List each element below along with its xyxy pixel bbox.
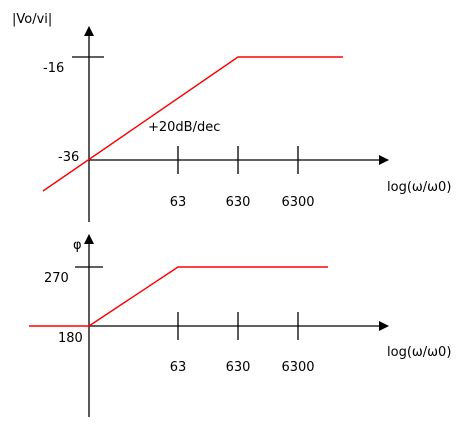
phase-xlabel: log(ω/ω0) xyxy=(387,345,451,360)
phase-x-tick-label: 630 xyxy=(226,360,251,375)
phase-x-tick-label: 6300 xyxy=(281,360,314,375)
phase-plot: φ 270 180 63 630 6300 log(ω/ω0) xyxy=(29,234,451,417)
phase-ylabel: φ xyxy=(73,238,82,253)
magnitude-x-tick-label: 63 xyxy=(170,195,187,210)
magnitude-xlabel: log(ω/ω0) xyxy=(387,180,451,195)
slope-label: +20dB/dec xyxy=(148,120,220,135)
magnitude-x-tick-label: 630 xyxy=(226,195,251,210)
magnitude-y-tick-label: -36 xyxy=(58,150,79,165)
magnitude-curve xyxy=(42,56,343,192)
magnitude-y-tick-label: -16 xyxy=(43,61,64,76)
phase-x-tick-label: 63 xyxy=(170,360,187,375)
magnitude-x-tick-label: 6300 xyxy=(281,195,314,210)
phase-y-tick-label: 270 xyxy=(44,271,69,286)
magnitude-plot: |Vo/vi| -16 -36 +20dB/dec 63 630 6300 lo… xyxy=(12,12,451,222)
phase-y-tick-label: 180 xyxy=(58,331,83,346)
magnitude-ylabel: |Vo/vi| xyxy=(12,12,52,27)
phase-curve xyxy=(29,266,328,327)
